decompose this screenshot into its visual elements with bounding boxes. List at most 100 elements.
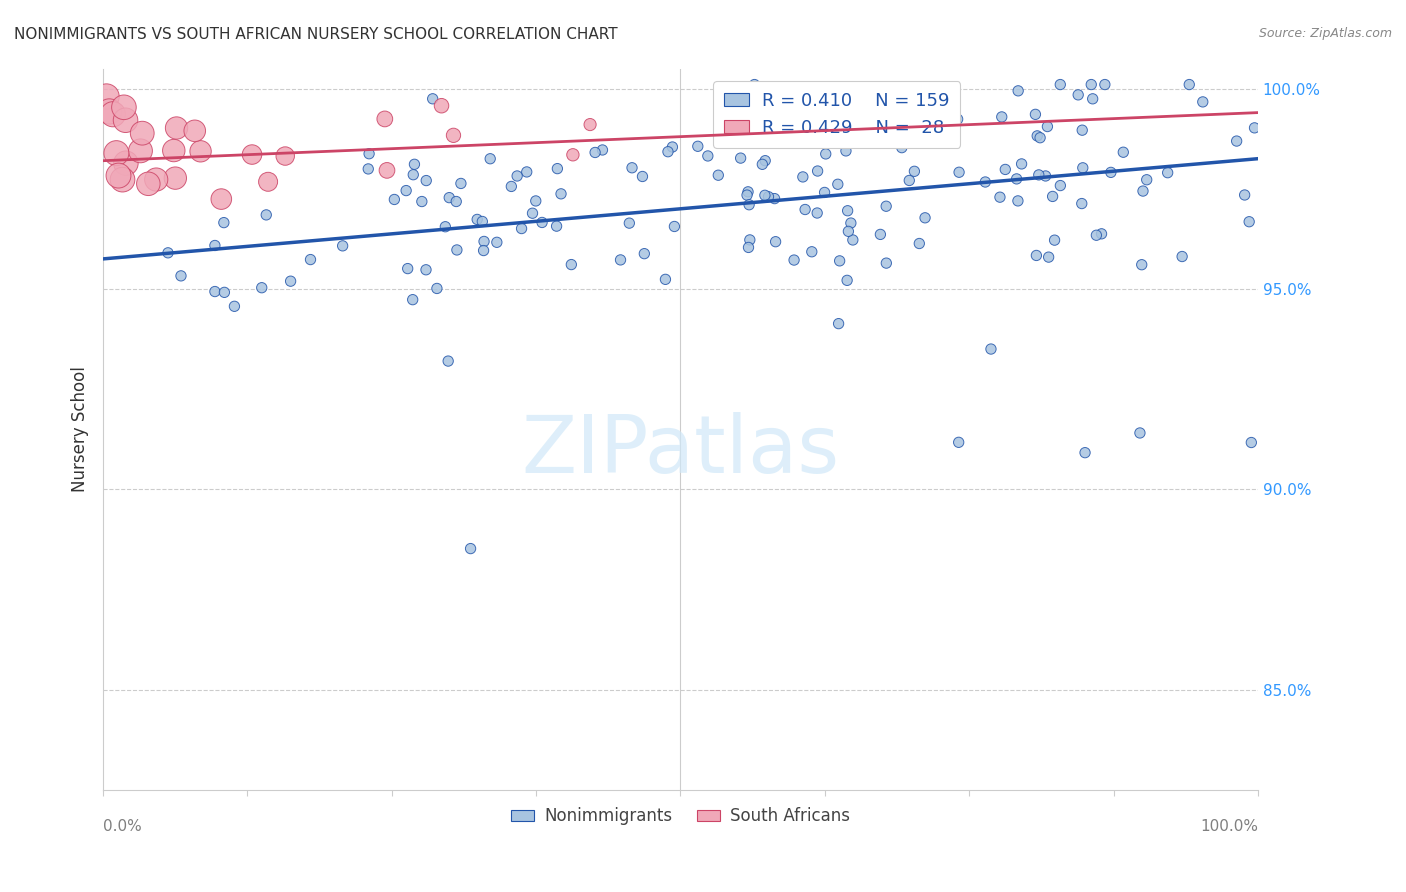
Legend: Nonimmigrants, South Africans: Nonimmigrants, South Africans	[503, 801, 858, 832]
Point	[1243, 120, 1265, 135]
Point	[1112, 145, 1135, 160]
Point	[1226, 134, 1249, 148]
Point	[402, 168, 425, 182]
Point	[96, 89, 118, 103]
Point	[415, 262, 437, 277]
Point	[105, 146, 128, 161]
Point	[631, 169, 654, 184]
Point	[437, 354, 460, 368]
Point	[763, 192, 786, 206]
Point	[1233, 188, 1256, 202]
Point	[357, 161, 380, 176]
Point	[1240, 435, 1263, 450]
Point	[591, 143, 613, 157]
Text: NONIMMIGRANTS VS SOUTH AFRICAN NURSERY SCHOOL CORRELATION CHART: NONIMMIGRANTS VS SOUTH AFRICAN NURSERY S…	[14, 27, 617, 42]
Point	[1024, 107, 1046, 121]
Point	[465, 212, 488, 227]
Point	[749, 128, 772, 143]
Point	[769, 124, 792, 138]
Point	[827, 178, 849, 192]
Point	[1036, 120, 1059, 134]
Point	[737, 240, 759, 254]
Point	[396, 261, 419, 276]
Point	[609, 252, 631, 267]
Point	[783, 253, 806, 268]
Point	[446, 243, 468, 257]
Point	[560, 258, 582, 272]
Point	[1005, 172, 1028, 186]
Point	[875, 256, 897, 270]
Point	[754, 188, 776, 202]
Point	[994, 162, 1017, 177]
Point	[1038, 250, 1060, 264]
Point	[1025, 248, 1047, 262]
Point	[1007, 194, 1029, 208]
Point	[754, 153, 776, 168]
Point	[980, 342, 1002, 356]
Point	[129, 144, 152, 158]
Point	[908, 236, 931, 251]
Y-axis label: Nursery School: Nursery School	[72, 367, 89, 492]
Point	[579, 118, 602, 132]
Point	[374, 112, 396, 126]
Point	[792, 169, 814, 184]
Point	[224, 299, 246, 313]
Point	[1067, 87, 1090, 102]
Point	[1071, 161, 1094, 175]
Point	[422, 92, 444, 106]
Point	[240, 147, 263, 161]
Point	[903, 164, 925, 178]
Point	[1035, 169, 1057, 183]
Point	[472, 244, 495, 258]
Point	[765, 235, 787, 249]
Point	[1080, 78, 1102, 92]
Point	[904, 120, 927, 135]
Point	[1028, 168, 1050, 182]
Point	[717, 112, 740, 127]
Point	[921, 132, 943, 146]
Point	[506, 169, 529, 183]
Point	[988, 190, 1011, 204]
Point	[735, 188, 758, 202]
Point	[257, 175, 280, 189]
Point	[166, 121, 188, 136]
Point	[145, 172, 167, 186]
Point	[382, 193, 405, 207]
Point	[280, 274, 302, 288]
Point	[1085, 228, 1108, 243]
Point	[807, 164, 830, 178]
Point	[460, 541, 482, 556]
Point	[696, 149, 718, 163]
Point	[633, 246, 655, 260]
Point	[101, 107, 124, 121]
Point	[661, 140, 683, 154]
Point	[948, 435, 970, 450]
Point	[411, 194, 433, 209]
Point	[1129, 425, 1152, 440]
Point	[163, 144, 186, 158]
Point	[439, 191, 461, 205]
Point	[1081, 92, 1104, 106]
Point	[1090, 227, 1112, 241]
Point	[1074, 445, 1097, 459]
Point	[112, 100, 135, 114]
Point	[115, 156, 138, 170]
Point	[107, 169, 129, 183]
Point	[583, 145, 606, 160]
Point	[751, 157, 773, 171]
Point	[209, 192, 232, 206]
Point	[1071, 123, 1094, 137]
Point	[375, 163, 398, 178]
Point	[837, 224, 859, 238]
Point	[415, 173, 437, 187]
Point	[546, 161, 568, 176]
Point	[839, 216, 862, 230]
Point	[546, 219, 568, 234]
Point	[738, 198, 761, 212]
Point	[686, 139, 709, 153]
Point	[1178, 78, 1201, 92]
Point	[522, 206, 544, 220]
Point	[730, 151, 752, 165]
Point	[800, 244, 823, 259]
Point	[1026, 128, 1049, 143]
